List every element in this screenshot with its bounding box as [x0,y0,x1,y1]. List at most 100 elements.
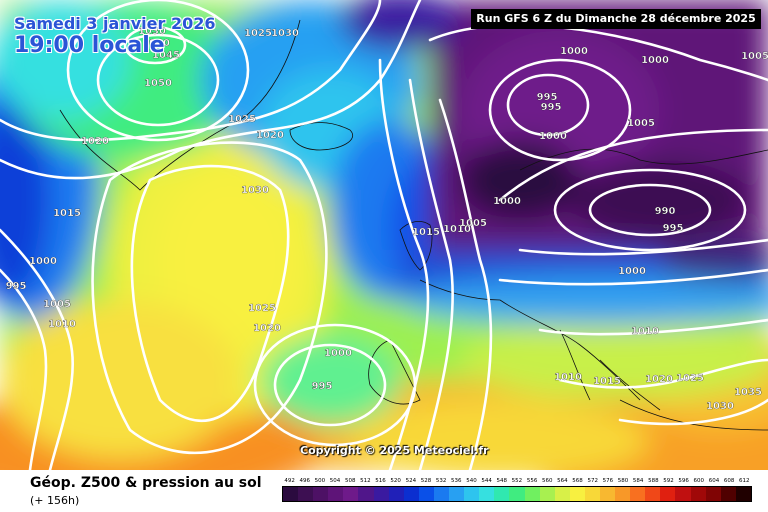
scale-label: 524 [405,478,417,484]
scale-swatch [373,487,389,501]
isobar-label: 995 [663,223,684,234]
scale-swatch [358,487,374,501]
scale-swatch [599,487,616,501]
isobar-label: 1000 [618,266,646,277]
isobar-label: 995 [537,92,558,103]
scale-swatch [343,487,359,501]
scale-label: 584 [632,478,644,484]
scale-swatch [328,487,344,501]
isobar-label: 1005 [459,218,487,229]
scale-swatch [298,487,314,501]
scale-swatch [554,487,570,501]
scale-label: 500 [314,478,326,484]
isobar-label: 1025 [248,303,276,314]
scale-label: 544 [481,478,492,484]
scale-label: 556 [526,478,538,484]
scale-label: 580 [617,478,629,484]
scale-label: 528 [420,478,432,484]
forecast-date: Samedi 3 janvier 2026 [14,14,216,33]
isobar-label: 1005 [43,299,71,310]
isobar-label: 1000 [324,348,352,359]
isobar-label: 1000 [560,46,588,57]
scale-swatch [569,487,585,501]
isobar-label: 990 [655,206,676,217]
isobar-label: 1035 [734,387,762,398]
scale-label: 536 [451,478,462,484]
color-scale-labels: 492 496 500 504 508 512 516 520 524 528 532 536 540 5… [282,478,752,484]
scale-swatch [584,487,600,501]
isobar-label: 1040 [142,38,170,49]
isobar-label: 995 [541,102,562,113]
isobar-label: 1025 [244,28,272,39]
isobar-label: 1025 [228,114,256,125]
isobar-label: 1050 [144,78,172,89]
isobar-label: 1020 [253,323,281,334]
scale-swatch [630,487,646,501]
scale-swatch [449,487,465,501]
scale-swatch [615,487,631,501]
scale-swatch [418,487,434,501]
scale-swatch [494,487,510,501]
scale-swatch [539,487,555,501]
color-scale-bar [282,486,752,502]
scale-swatch [283,487,299,501]
isobar-label: 1005 [741,51,768,62]
scale-label: 600 [693,478,705,484]
scale-swatch [720,487,736,501]
scale-label: 560 [541,478,553,484]
isobar-label: 1020 [256,130,284,141]
scale-label: 608 [723,478,735,484]
scale-swatch [388,487,404,501]
scale-swatch [433,487,450,501]
isobar-label: 1000 [539,131,567,142]
scale-label: 588 [648,478,659,484]
scale-label: 572 [587,478,598,484]
scale-swatch [524,487,540,501]
isobar-label: 1020 [645,374,673,385]
legend-subtitle: (+ 156h) [30,494,80,507]
isobar-label: 995 [6,281,27,292]
isobar-label: 1045 [152,50,180,61]
scale-swatch [403,487,419,501]
scale-label: 520 [390,478,401,484]
isobar-label: 1025 [676,373,704,384]
scale-swatch [313,487,329,501]
scale-label: 540 [466,478,477,484]
isobar-label: 1010 [443,224,471,235]
scale-swatch [660,487,676,501]
scale-swatch [705,487,721,501]
isobar-label: 1010 [631,326,659,337]
isobar-label: 1005 [627,118,655,129]
isobar-label: 1015 [53,208,81,219]
scale-label: 612 [739,478,750,484]
isobar-label: 1015 [593,376,621,387]
scale-label: 496 [299,478,310,484]
scale-label: 492 [284,478,295,484]
scale-swatch [479,487,495,501]
isobar-label: 1030 [138,26,166,37]
scale-label: 508 [344,478,356,484]
isobar-label: 995 [312,381,333,392]
scale-label: 592 [663,478,674,484]
legend-panel: Géop. Z500 & pression au sol (+ 156h) 49… [0,470,768,512]
isobar-label: 1000 [493,196,521,207]
scale-label: 604 [708,478,720,484]
scale-label: 512 [360,478,371,484]
scale-label: 552 [511,478,523,484]
scale-swatch [690,487,706,501]
weather-map: 1030 1040 1045 1025 1030 1050 1020 1025 1020 1030… [0,0,768,470]
isobar-label: 1015 [412,227,440,238]
isobar-label: 1030 [271,28,299,39]
scale-swatch [509,487,525,501]
scale-swatch [735,487,751,501]
scale-label: 532 [435,478,447,484]
isobar-label: 1000 [29,256,57,267]
isobar-label: 1030 [241,185,269,196]
copyright: Copyright © 2025 Meteociel.fr [300,444,489,457]
scale-label: 576 [602,478,614,484]
scale-label: 568 [572,478,583,484]
isobar-label: 1030 [706,401,734,412]
isobar-label: 1010 [554,372,582,383]
